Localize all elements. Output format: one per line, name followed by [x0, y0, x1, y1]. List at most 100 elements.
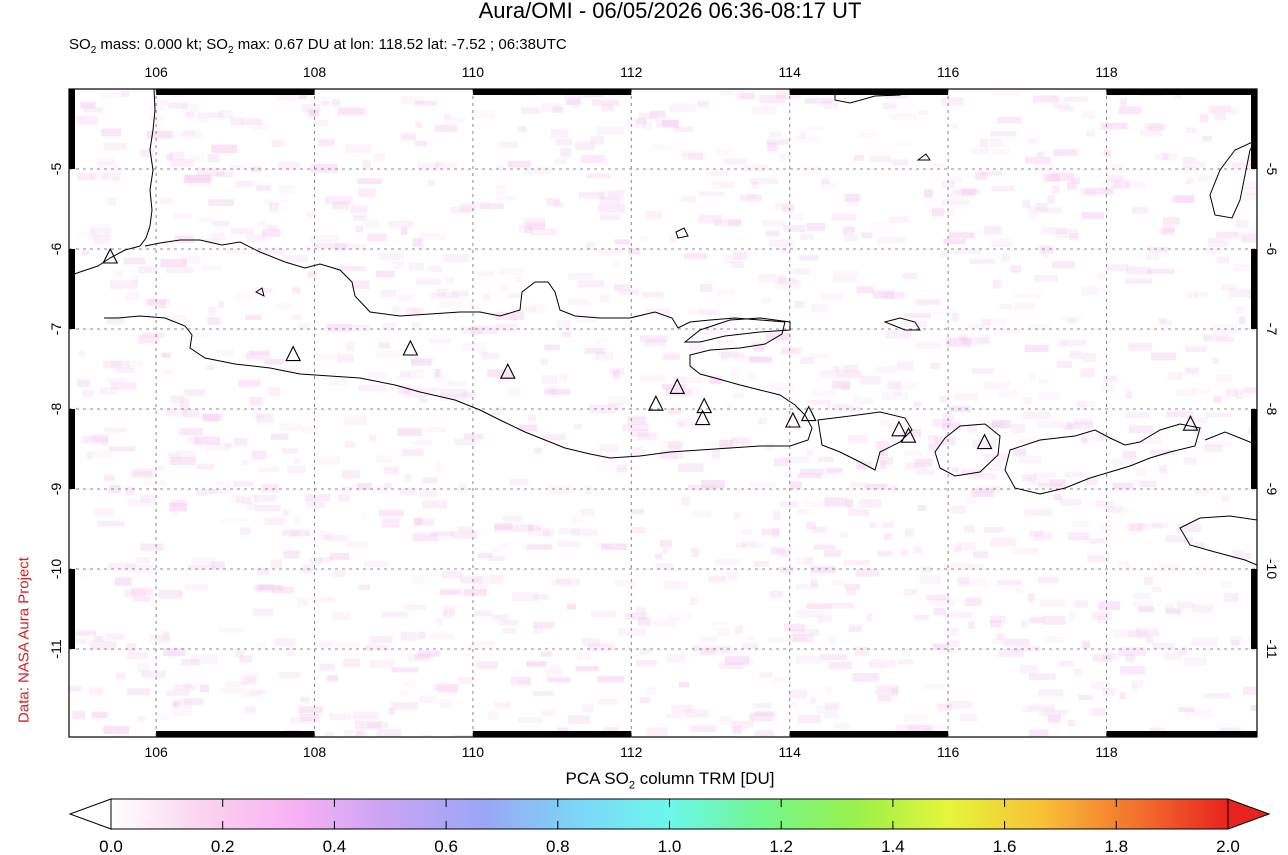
so2-pixel — [124, 589, 146, 598]
so2-pixel — [282, 448, 298, 454]
so2-pixel — [253, 585, 264, 591]
so2-pixel — [388, 220, 414, 228]
so2-pixel — [849, 481, 866, 488]
so2-pixel — [316, 354, 338, 362]
so2-pixel — [233, 481, 254, 487]
so2-pixel — [1092, 611, 1113, 621]
so2-pixel — [1079, 188, 1108, 196]
so2-pixel — [1082, 640, 1090, 649]
so2-pixel — [168, 408, 187, 417]
so2-pixel — [526, 222, 546, 230]
so2-pixel — [375, 350, 400, 358]
so2-pixel — [570, 516, 584, 525]
frame-band-top — [472, 89, 632, 95]
so2-pixel — [567, 715, 590, 724]
so2-pixel — [163, 631, 170, 640]
so2-pixel — [436, 617, 443, 627]
so2-pixel — [766, 230, 780, 237]
so2-pixel — [1216, 231, 1239, 239]
so2-pixel — [199, 217, 215, 223]
so2-pixel — [388, 707, 395, 715]
so2-pixel — [527, 414, 537, 422]
so2-pixel — [783, 224, 805, 232]
so2-pixel — [709, 376, 724, 384]
so2-pixel — [208, 488, 218, 494]
so2-pixel — [1185, 346, 1207, 353]
so2-pixel — [1210, 106, 1239, 115]
so2-pixel — [490, 575, 504, 584]
so2-pixel — [497, 268, 524, 275]
so2-pixel — [283, 550, 300, 559]
so2-pixel — [1164, 604, 1175, 611]
so2-pixel — [834, 722, 851, 730]
so2-pixel — [662, 547, 669, 554]
so2-pixel — [772, 528, 780, 537]
so2-pixel — [692, 645, 703, 652]
so2-pixel — [548, 486, 573, 494]
so2-pixel — [986, 421, 1006, 429]
so2-pixel — [533, 621, 555, 629]
so2-pixel — [174, 235, 195, 244]
so2-pixel — [1038, 482, 1063, 489]
so2-pixel — [1194, 542, 1205, 548]
so2-pixel — [989, 462, 1002, 472]
so2-pixel — [608, 396, 632, 405]
so2-pixel — [949, 189, 974, 199]
so2-pixel — [366, 722, 388, 728]
so2-pixel — [697, 100, 709, 108]
so2-pixel — [831, 213, 857, 221]
so2-pixel — [688, 484, 716, 491]
so2-pixel — [513, 668, 522, 676]
so2-pixel — [597, 464, 615, 472]
y-tick-label-left: -6 — [48, 243, 64, 256]
so2-pixel — [996, 116, 1022, 124]
so2-pixel — [140, 495, 156, 503]
so2-pixel — [789, 481, 803, 490]
so2-pixel — [224, 736, 243, 737]
so2-pixel — [1069, 350, 1082, 359]
so2-pixel — [550, 389, 557, 398]
frame-band-top — [789, 89, 949, 95]
so2-pixel — [111, 359, 124, 366]
so2-pixel — [395, 375, 409, 381]
so2-pixel — [752, 703, 772, 709]
so2-pixel — [791, 214, 803, 221]
so2-pixel — [390, 702, 418, 710]
so2-pixel — [754, 730, 775, 737]
so2-pixel — [832, 270, 860, 277]
so2-pixel — [1179, 647, 1188, 655]
so2-pixel — [590, 136, 604, 145]
so2-pixel — [1022, 474, 1037, 482]
so2-pixel — [495, 185, 506, 195]
so2-pixel — [187, 564, 215, 570]
so2-pixel — [1160, 320, 1172, 326]
so2-pixel — [224, 681, 250, 687]
so2-pixel — [579, 191, 605, 199]
so2-pixel — [799, 130, 807, 139]
so2-pixel — [517, 717, 543, 723]
so2-pixel — [341, 470, 360, 479]
so2-pixel — [877, 550, 892, 557]
so2-pixel — [1131, 683, 1138, 692]
so2-pixel — [1027, 205, 1037, 214]
so2-pixel — [230, 228, 255, 235]
so2-pixel — [1102, 653, 1118, 661]
so2-pixel — [930, 362, 941, 370]
so2-pixel — [256, 567, 270, 575]
so2-pixel — [1027, 137, 1039, 144]
so2-pixel — [1028, 477, 1050, 487]
so2-pixel — [740, 529, 753, 536]
so2-pixel — [612, 370, 620, 379]
so2-pixel — [779, 348, 797, 356]
so2-pixel — [1192, 604, 1214, 613]
so2-pixel — [791, 629, 820, 636]
so2-pixel — [1013, 646, 1041, 652]
so2-pixel — [716, 288, 735, 296]
so2-pixel — [1125, 390, 1133, 399]
so2-pixel — [1140, 481, 1157, 488]
so2-pixel — [854, 646, 869, 656]
so2-pixel — [1023, 396, 1032, 405]
so2-pixel — [355, 225, 364, 232]
so2-pixel — [319, 557, 333, 563]
